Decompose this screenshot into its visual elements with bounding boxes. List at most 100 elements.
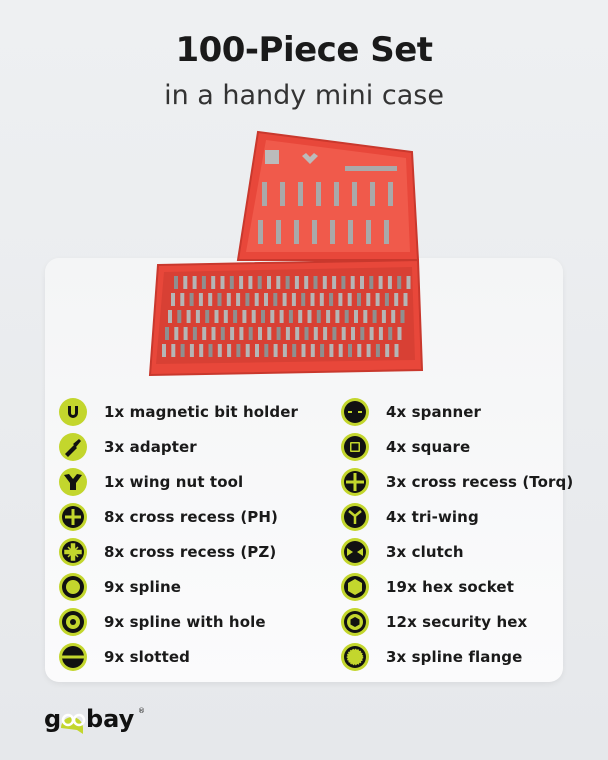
bit — [298, 182, 303, 206]
bit — [320, 344, 325, 357]
bit — [276, 276, 281, 289]
list-item: 12x security hex — [341, 604, 573, 639]
svg-text:®: ® — [138, 707, 144, 715]
bit — [288, 310, 293, 323]
bit — [366, 293, 371, 306]
bit — [298, 310, 303, 323]
bit — [285, 276, 290, 289]
bit — [387, 276, 392, 289]
bit — [189, 344, 194, 357]
bit — [313, 276, 318, 289]
page-title: 100-Piece Set — [175, 30, 433, 70]
bit — [270, 310, 275, 323]
bit — [384, 293, 389, 306]
item-label: 8x cross recess (PZ) — [104, 542, 277, 561]
item-label: 19x hex socket — [386, 577, 514, 596]
clutch-icon — [341, 537, 369, 566]
bit — [257, 276, 262, 289]
bit — [254, 293, 259, 306]
bit — [329, 344, 334, 357]
bit — [171, 344, 176, 357]
bit — [335, 310, 340, 323]
bit — [369, 276, 374, 289]
bit — [394, 344, 399, 357]
bit — [282, 344, 287, 357]
list-item: 3x cross recess (Torq) — [341, 464, 573, 499]
bit — [352, 182, 357, 206]
bit — [350, 276, 355, 289]
phillips-icon — [59, 502, 87, 531]
bit — [384, 220, 389, 244]
item-label: 3x adapter — [104, 437, 197, 456]
bit — [279, 310, 284, 323]
bit — [258, 220, 263, 244]
slotted-icon — [59, 642, 87, 671]
bit — [248, 327, 253, 340]
item-label: 9x spline — [104, 577, 182, 596]
item-label: 4x spanner — [386, 402, 482, 421]
bit — [388, 182, 393, 206]
bit — [220, 327, 225, 340]
bit — [202, 327, 207, 340]
bit — [229, 276, 234, 289]
logo-graphic: g bay ® — [44, 705, 144, 734]
bit — [255, 344, 259, 357]
magnet-icon — [59, 397, 87, 426]
bit — [201, 276, 206, 289]
bit — [354, 310, 358, 323]
bit-case-image — [148, 130, 424, 377]
bit — [220, 276, 225, 289]
bit — [326, 310, 331, 323]
bit — [403, 293, 408, 306]
bit — [245, 293, 250, 306]
list-item: 1x wing nut tool — [59, 464, 298, 499]
bit — [391, 310, 396, 323]
bit — [242, 310, 247, 323]
item-label: 9x spline with hole — [104, 612, 266, 631]
bit — [378, 276, 383, 289]
bit — [273, 344, 278, 357]
svg-text:bay: bay — [86, 705, 135, 733]
bit — [251, 310, 256, 323]
bit — [248, 276, 253, 289]
list-item: 9x spline — [59, 569, 298, 604]
bit — [264, 293, 268, 306]
bit — [236, 293, 241, 306]
item-label: 4x tri-wing — [386, 507, 479, 526]
bit — [168, 310, 172, 323]
bit — [323, 327, 328, 340]
hex-icon — [341, 572, 369, 601]
bit — [338, 293, 343, 306]
page-subtitle: in a handy mini case — [164, 80, 444, 111]
bit — [239, 327, 244, 340]
bit — [227, 344, 232, 357]
list-item: 9x slotted — [59, 639, 298, 674]
bit — [322, 276, 327, 289]
bit — [292, 344, 297, 357]
torx-hole-icon — [59, 607, 87, 636]
bit — [372, 310, 377, 323]
bit — [261, 310, 265, 323]
bit — [183, 276, 188, 289]
list-item: 3x spline flange — [341, 639, 573, 674]
item-label: 3x spline flange — [386, 647, 523, 666]
bit — [294, 276, 299, 289]
bit — [348, 220, 353, 244]
bit — [280, 182, 285, 206]
bit — [273, 293, 278, 306]
bit — [406, 276, 411, 289]
bit — [180, 344, 185, 357]
bit — [385, 344, 390, 357]
bit — [366, 220, 371, 244]
item-label: 9x slotted — [104, 647, 190, 666]
pozidriv-icon — [59, 537, 87, 566]
bit — [282, 293, 287, 306]
bit — [189, 293, 194, 306]
list-item: 9x spline with hole — [59, 604, 298, 639]
bit — [276, 327, 281, 340]
bit — [183, 327, 188, 340]
item-label: 3x clutch — [386, 542, 464, 561]
bit — [332, 327, 337, 340]
bit — [307, 310, 312, 323]
bit — [357, 293, 361, 306]
